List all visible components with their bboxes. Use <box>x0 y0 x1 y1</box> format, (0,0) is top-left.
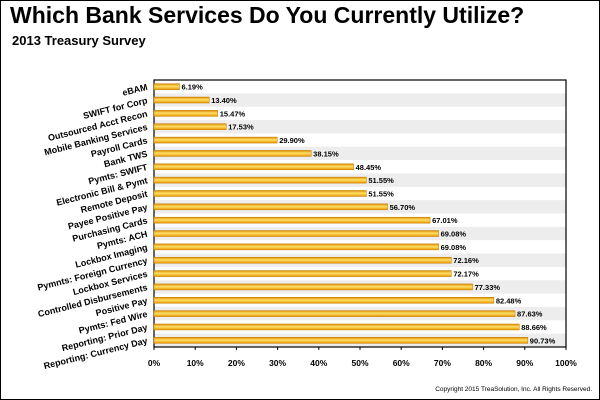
x-tick-label: 100% <box>555 358 577 368</box>
value-label: 51.55% <box>368 189 394 198</box>
value-label: 72.17% <box>453 270 479 279</box>
x-tick-label: 70% <box>434 358 451 368</box>
bar <box>153 110 218 117</box>
value-label: 13.40% <box>211 96 237 105</box>
x-tick-label: 80% <box>475 358 492 368</box>
bar <box>153 310 516 317</box>
bar <box>153 230 439 237</box>
bar <box>153 176 367 184</box>
value-label: 51.55% <box>368 176 394 185</box>
bar <box>153 203 388 211</box>
x-axis-ticks: 0% 10% 20% 30% 40% 50% 60% 70% 80% 90% 100% <box>148 347 577 368</box>
value-label: 88.66% <box>521 323 547 332</box>
x-tick-label: 90% <box>516 358 533 368</box>
bar <box>153 96 210 104</box>
value-label: 38.15% <box>313 149 339 158</box>
bar <box>153 136 278 144</box>
x-tick-label: 30% <box>269 358 286 368</box>
value-label: 77.33% <box>475 283 501 292</box>
value-label: 69.08% <box>441 243 467 252</box>
plot-band <box>154 120 566 134</box>
bar <box>153 270 452 277</box>
bar <box>153 163 354 171</box>
x-tick-label: 0% <box>148 358 161 368</box>
value-label: 48.45% <box>356 163 382 172</box>
value-label: 15.47% <box>220 109 246 118</box>
bar <box>153 256 452 264</box>
value-label: 29.90% <box>279 136 305 145</box>
bars-group <box>153 83 529 344</box>
bar <box>153 323 520 331</box>
value-label: 90.73% <box>530 336 556 345</box>
value-label: 6.19% <box>182 83 204 92</box>
x-tick-label: 50% <box>351 358 368 368</box>
value-label: 69.08% <box>441 230 467 239</box>
value-label: 82.48% <box>496 296 522 305</box>
chart-subtitle: 2013 Treasury Survey <box>12 33 146 48</box>
value-label: 67.01% <box>432 216 458 225</box>
value-label: 72.16% <box>453 256 479 265</box>
value-label: 87.63% <box>517 310 543 319</box>
bar <box>153 297 495 304</box>
plot-band <box>154 93 566 107</box>
bar <box>153 83 180 90</box>
bar <box>153 216 431 224</box>
value-label: 56.70% <box>390 203 416 212</box>
value-labels: 6.19% 13.40% 15.47% 17.53% 29.90% 38.15% 48.45… <box>182 83 556 346</box>
bar <box>153 190 367 197</box>
x-tick-label: 40% <box>310 358 327 368</box>
value-label: 17.53% <box>228 123 254 132</box>
bar <box>153 243 439 251</box>
bar <box>153 337 529 344</box>
bar <box>153 283 473 291</box>
plot-band <box>154 146 566 161</box>
bar <box>153 123 227 130</box>
x-tick-label: 20% <box>228 358 245 368</box>
chart-title: Which Bank Services Do You Currently Uti… <box>10 2 525 28</box>
bar <box>153 150 312 157</box>
x-tick-label: 10% <box>187 358 204 368</box>
x-tick-label: 60% <box>393 358 410 368</box>
copyright-notice: Copyright 2015 TreaSolution, Inc. All Ri… <box>435 386 592 393</box>
